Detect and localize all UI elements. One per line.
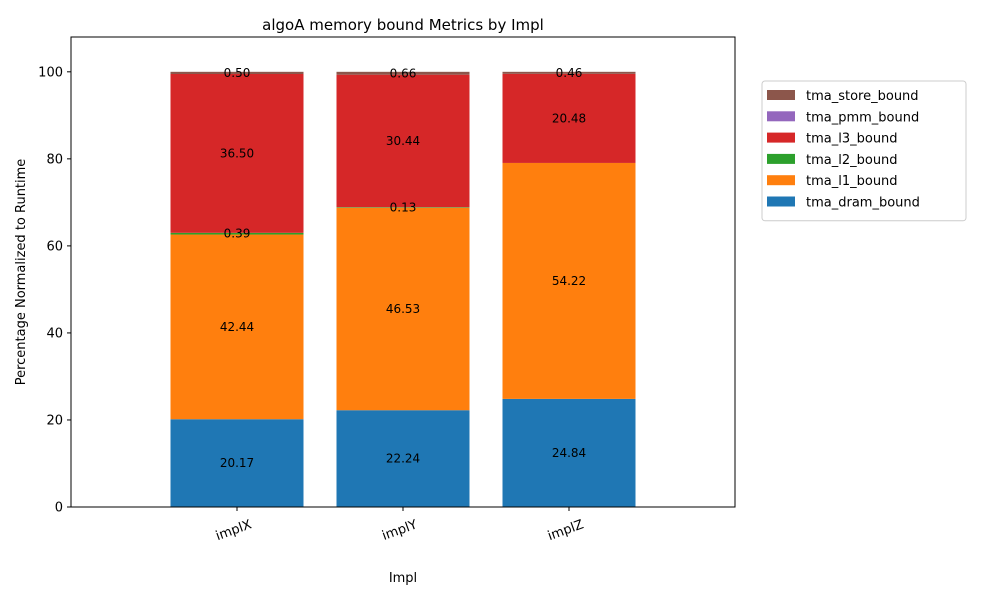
data-label-tma_dram_bound-implY: 22.24: [386, 452, 420, 466]
bar-tma_dram_bound-implY: [336, 410, 470, 507]
data-label-tma_l2_bound-implY: 0.13: [390, 200, 417, 214]
legend-label-tma_dram_bound: tma_dram_bound: [806, 196, 920, 211]
data-label-tma_dram_bound-implZ: 24.84: [552, 446, 586, 460]
legend: tma_store_bound tma_pmm_bound tma_l3_bound…: [761, 80, 967, 222]
data-label-tma_l3_bound-implZ: 20.48: [552, 111, 586, 125]
y-tick-label-100: 100: [38, 65, 63, 80]
bar-tma_dram_bound-implX: [170, 419, 304, 507]
legend-label-tma_pmm_bound: tma_pmm_bound: [806, 110, 919, 125]
legend-label-tma_store_bound: tma_store_bound: [806, 89, 919, 104]
bar-tma_l2_bound-implY: [336, 207, 470, 208]
legend-swatch-tma_dram_bound: [767, 196, 795, 207]
legend-swatch-tma_l2_bound: [767, 153, 795, 164]
bar-tma_l3_bound-implY: [336, 74, 470, 208]
bar-tma_l2_bound-implX: [170, 232, 304, 235]
legend-box: [761, 80, 967, 222]
bar-tma_l3_bound-implZ: [502, 73, 636, 163]
data-labels-layer: 20.17 42.44 0.39 36.50 0.50 22.24 46.53 0.13 30.…: [220, 66, 586, 470]
data-label-tma_l1_bound-implZ: 54.22: [552, 274, 586, 288]
bar-tma_store_bound-implX: [170, 71, 304, 74]
y-axis-label: Percentage Normalized to Runtime: [14, 159, 29, 386]
data-label-tma_l3_bound-implX: 36.50: [220, 146, 254, 160]
plot-frame: [70, 36, 736, 508]
data-label-tma_l1_bound-implX: 42.44: [220, 320, 254, 334]
data-label-tma_store_bound-implY: 0.66: [390, 66, 417, 80]
data-label-tma_dram_bound-implX: 20.17: [220, 456, 254, 470]
y-tick-label-40: 40: [46, 326, 63, 341]
data-label-tma_store_bound-implZ: 0.46: [556, 66, 583, 80]
bar-tma_l1_bound-implZ: [502, 162, 636, 399]
bar-tma_dram_bound-implZ: [502, 398, 636, 507]
y-tick-label-20: 20: [46, 413, 63, 428]
x-tick-label-implX: implX: [214, 517, 254, 544]
bar-tma_store_bound-implZ: [502, 71, 636, 74]
legend-label-tma_l3_bound: tma_l3_bound: [806, 132, 898, 147]
x-tick-label-implZ: implZ: [546, 517, 586, 544]
chart-title: algoA memory bound Metrics by Impl: [262, 16, 544, 34]
x-axis-label: Impl: [389, 571, 417, 586]
legend-label-tma_l1_bound: tma_l1_bound: [806, 174, 898, 189]
legend-swatch-tma_store_bound: [767, 90, 795, 100]
legend-swatch-tma_l1_bound: [767, 175, 795, 186]
y-tick-label-0: 0: [55, 501, 63, 516]
data-label-tma_store_bound-implX: 0.50: [224, 66, 251, 80]
y-tick-label-60: 60: [46, 239, 63, 254]
x-tick-label-implY: implY: [380, 517, 419, 543]
bar-tma_l1_bound-implY: [336, 207, 470, 411]
legend-swatch-tma_l3_bound: [767, 132, 795, 143]
bar-tma_store_bound-implY: [336, 71, 470, 75]
legend-swatch-tma_pmm_bound: [767, 111, 795, 122]
data-label-tma_l3_bound-implY: 30.44: [386, 134, 420, 148]
data-label-tma_l2_bound-implX: 0.39: [224, 227, 251, 241]
bar-tma_l1_bound-implX: [170, 234, 304, 420]
legend-label-tma_l2_bound: tma_l2_bound: [806, 153, 898, 168]
bar-tma_l3_bound-implX: [170, 73, 304, 233]
y-tick-label-80: 80: [46, 152, 63, 167]
data-label-tma_l1_bound-implY: 46.53: [386, 302, 420, 316]
bars-layer: [170, 71, 636, 507]
